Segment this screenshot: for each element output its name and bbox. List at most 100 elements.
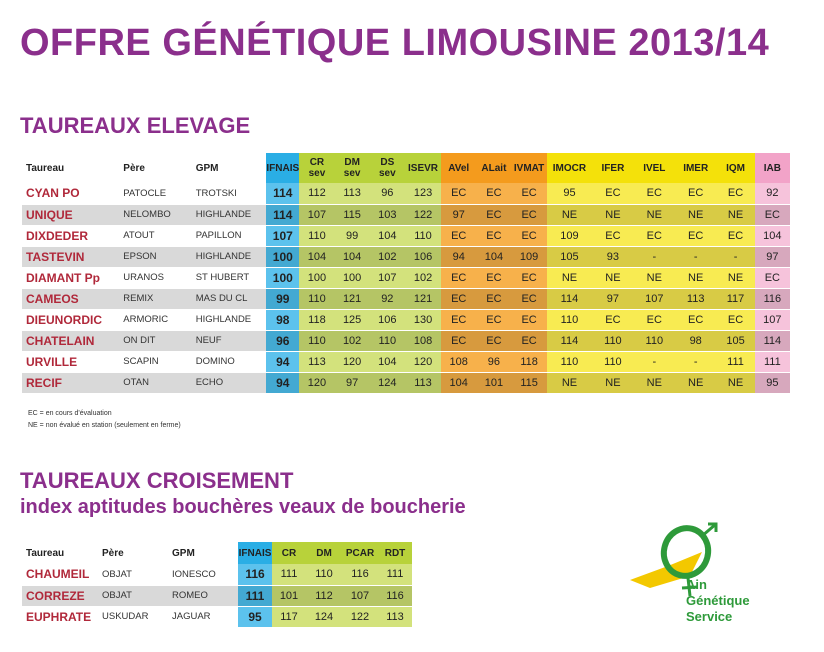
- grandsire-name: PAPILLON: [191, 225, 267, 247]
- bull-name: CAMEOS: [22, 288, 120, 310]
- index-value: 113: [675, 288, 717, 310]
- index-value: 123: [404, 183, 442, 205]
- index-value: NE: [716, 372, 755, 394]
- index-value: 105: [546, 246, 593, 268]
- grandsire-name: IONESCO: [168, 564, 238, 586]
- croisement-subheading: index aptitudes bouchères veaux de bouch…: [20, 496, 466, 518]
- index-value: 96: [266, 330, 300, 352]
- index-value: 111: [754, 351, 790, 373]
- index-value: 101: [272, 585, 306, 607]
- index-value: 117: [272, 606, 306, 628]
- column-header: IVMAT: [511, 153, 547, 183]
- index-value: 116: [378, 585, 412, 607]
- logo-text: Ain Génétique Service: [686, 577, 750, 625]
- column-header: IVEL: [633, 153, 675, 183]
- legend-notes: EC = en cours d'évaluation NE = non éval…: [28, 408, 181, 432]
- grandsire-name: TROTSKI: [191, 183, 267, 205]
- index-value: 99: [334, 225, 370, 247]
- index-value: EC: [592, 225, 634, 247]
- index-value: EC: [633, 183, 675, 205]
- index-value: 98: [266, 309, 300, 331]
- index-value: 121: [334, 288, 370, 310]
- table-row: RECIF OTAN ECHO 94 120 97 124 113 104 101 115 NE NE N…: [22, 372, 790, 394]
- index-value: EC: [754, 204, 790, 226]
- index-value: 96: [369, 183, 405, 205]
- bull-name: CORREZE: [22, 585, 98, 607]
- index-value: 104: [754, 225, 790, 247]
- index-value: EC: [441, 225, 477, 247]
- column-header: IMER: [675, 153, 717, 183]
- index-value: 94: [441, 246, 477, 268]
- bull-name: CYAN PO: [22, 183, 120, 205]
- index-value: EC: [476, 288, 512, 310]
- index-value: 100: [334, 267, 370, 289]
- index-value: 93: [592, 246, 634, 268]
- index-value: EC: [675, 183, 717, 205]
- index-value: 95: [546, 183, 593, 205]
- index-value: EC: [675, 309, 717, 331]
- index-value: 109: [546, 225, 593, 247]
- index-value: EC: [511, 225, 547, 247]
- bull-name: CHATELAIN: [22, 330, 120, 352]
- index-value: 117: [716, 288, 755, 310]
- column-header: IMOCR: [546, 153, 593, 183]
- index-value: 107: [299, 204, 335, 226]
- table-row: URVILLE SCAPIN DOMINO 94 113 120 104 120 108 96 11…: [22, 351, 790, 373]
- index-value: 107: [754, 309, 790, 331]
- index-value: 99: [266, 288, 300, 310]
- index-value: 104: [299, 246, 335, 268]
- index-value: 113: [378, 606, 412, 628]
- index-value: 98: [675, 330, 717, 352]
- index-value: 107: [342, 585, 378, 607]
- bull-name: DIAMANT Pp: [22, 267, 120, 289]
- index-value: 114: [266, 204, 300, 226]
- index-value: 107: [369, 267, 405, 289]
- index-value: 110: [369, 330, 405, 352]
- column-header: IAB: [754, 153, 790, 183]
- index-value: 106: [369, 309, 405, 331]
- index-value: 100: [266, 246, 300, 268]
- column-header: GPM: [172, 547, 195, 559]
- index-value: 97: [592, 288, 634, 310]
- index-value: -: [633, 246, 675, 268]
- index-value: 102: [334, 330, 370, 352]
- index-value: 101: [476, 372, 512, 394]
- index-value: 111: [716, 351, 755, 373]
- column-header: IFNAIS: [238, 542, 272, 564]
- index-value: 110: [404, 225, 442, 247]
- index-value: 110: [306, 564, 342, 586]
- grandsire-name: ST HUBERT: [191, 267, 267, 289]
- sire-name: NELOMBO: [119, 204, 192, 226]
- index-value: 97: [334, 372, 370, 394]
- index-value: 95: [238, 606, 272, 628]
- index-value: NE: [675, 267, 717, 289]
- table-row: CHATELAIN ON DIT NEUF 96 110 102 110 108 EC EC EC 1…: [22, 330, 790, 352]
- logo-line-service: Service: [686, 609, 733, 624]
- index-value: 92: [369, 288, 405, 310]
- index-value: 108: [404, 330, 442, 352]
- grandsire-name: HIGHLANDE: [191, 204, 267, 226]
- index-value: 100: [266, 267, 300, 289]
- index-value: 107: [266, 225, 300, 247]
- index-value: EC: [754, 267, 790, 289]
- table-row: CAMEOS REMIX MAS DU CL 99 110 121 92 121 EC EC EC 1…: [22, 288, 790, 310]
- index-value: 130: [404, 309, 442, 331]
- index-value: NE: [546, 372, 593, 394]
- column-header: Père: [123, 162, 145, 174]
- bull-name: RECIF: [22, 372, 120, 394]
- index-value: 120: [404, 351, 442, 373]
- table-row: CHAUMEIL OBJAT IONESCO 116 111 110 116 111: [22, 564, 412, 586]
- index-value: 96: [476, 351, 512, 373]
- index-value: 95: [754, 372, 790, 394]
- index-value: EC: [476, 309, 512, 331]
- elevage-table: Taureau Père GPM IFNAIS CR sev DM sev DS sev IS…: [22, 153, 790, 394]
- note-ec: EC = en cours d'évaluation: [28, 410, 112, 417]
- sire-name: ARMORIC: [119, 309, 192, 331]
- index-value: 110: [546, 309, 593, 331]
- table-row: EUPHRATE USKUDAR JAGUAR 95 117 124 122 113: [22, 606, 412, 628]
- elevage-heading: TAUREAUX ELEVAGE: [20, 113, 251, 138]
- index-value: 103: [369, 204, 405, 226]
- index-value: 111: [272, 564, 306, 586]
- index-value: EC: [716, 183, 755, 205]
- bull-name: CHAUMEIL: [22, 564, 98, 586]
